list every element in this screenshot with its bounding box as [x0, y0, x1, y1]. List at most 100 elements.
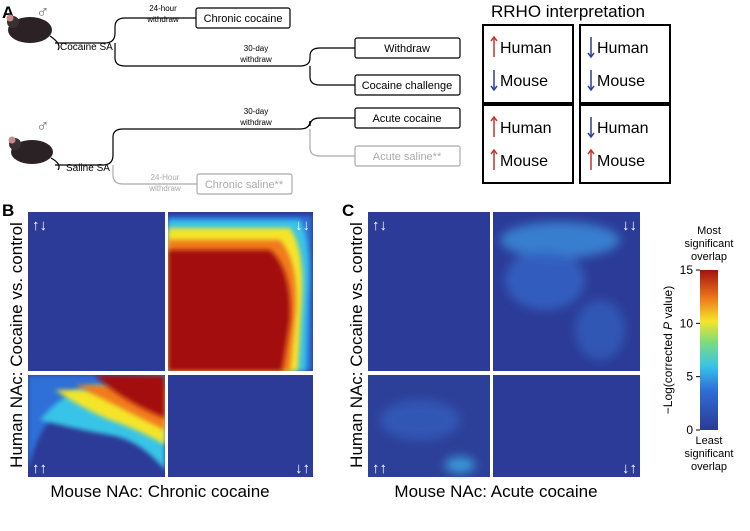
withdraw-label: withdraw	[239, 118, 272, 127]
colorbar-bottom-label: significant	[685, 448, 734, 460]
quadrant-label: Human	[500, 120, 552, 137]
shape	[575, 300, 625, 360]
title-part: −Log(corrected	[661, 330, 675, 414]
arrow-head	[490, 115, 498, 122]
x-axis-label: Mouse NAc: Acute cocaine	[394, 482, 597, 501]
heatmap-overlap	[500, 222, 625, 360]
branch-line	[55, 17, 355, 86]
panel-label: C	[342, 201, 354, 220]
corner-label: ↑↑	[372, 460, 387, 477]
group-label: Cocaine SA	[60, 42, 113, 53]
colorbar-title: −Log(corrected P value)	[661, 286, 675, 414]
arrow-head	[587, 148, 595, 155]
condition-box	[196, 173, 293, 195]
condition-label: Chronic saline**	[205, 179, 284, 191]
sex-symbol: ♂	[36, 2, 50, 22]
colorbar-tick-label: 15	[680, 263, 694, 277]
arrow-head	[490, 35, 498, 42]
mouse-icon	[6, 14, 60, 51]
heatmap-quadrant	[168, 375, 313, 477]
corner-label: ↑↓	[372, 217, 387, 234]
corner-labels: ↑↓ ↓↓ ↑↑ ↓↑	[32, 217, 310, 477]
heatmap-overlap	[380, 400, 475, 473]
shape	[28, 375, 165, 470]
withdraw-label: withdraw	[146, 15, 179, 24]
shape	[445, 457, 475, 473]
shape	[168, 250, 291, 371]
arrow-head	[490, 148, 498, 155]
quadrant-box	[579, 24, 671, 104]
quadrant-box	[579, 104, 671, 184]
y-axis-label: Human NAc: Cocaine vs. control	[347, 222, 366, 468]
colorbar-tick-label: 0	[686, 423, 693, 437]
quadrant-label: Mouse	[597, 153, 645, 170]
condition-box	[195, 7, 291, 29]
condition-label: Acute cocaine	[372, 113, 441, 125]
colorbar-top-label: overlap	[691, 251, 727, 263]
corner-labels: ↑↓ ↓↓ ↑↑ ↓↑	[372, 217, 637, 477]
group-label: Saline SA	[66, 163, 110, 174]
condition-label: Withdraw	[384, 43, 430, 55]
heatmap-quadrant	[493, 375, 640, 477]
shape	[500, 222, 620, 258]
withdraw-label: withdraw	[239, 55, 272, 64]
arrow-head	[587, 85, 595, 92]
quadrant-label: Mouse	[500, 153, 548, 170]
corner-label: ↓↑	[295, 460, 310, 477]
arrow-head	[490, 85, 498, 92]
quadrant-box	[482, 24, 574, 104]
sex-symbol: ♂	[36, 116, 50, 136]
condition-box	[354, 145, 461, 167]
quadrant-label: Mouse	[500, 73, 548, 90]
colorbar-top-label: significant	[685, 238, 734, 250]
quadrant-label: Human	[597, 40, 649, 57]
arrow-head	[587, 132, 595, 139]
withdraw-label: 24-hour	[149, 4, 177, 13]
mouse-icon	[8, 136, 60, 171]
heatmap-overlap	[28, 375, 165, 470]
branch-line	[112, 129, 355, 185]
corner-label: ↓↓	[622, 217, 637, 234]
heatmap-overlap	[168, 216, 312, 371]
shape	[8, 136, 16, 144]
panel-label: B	[2, 201, 14, 220]
x-axis-label: Mouse NAc: Chronic cocaine	[50, 482, 269, 501]
colorbar-tick-label: 10	[680, 316, 694, 330]
colorbar-bottom-label: overlap	[691, 461, 727, 473]
condition-label: Chronic cocaine	[204, 13, 283, 25]
shape	[50, 157, 60, 171]
quadrant-label: Human	[500, 40, 552, 57]
corner-label: ↑↑	[32, 460, 47, 477]
withdraw-label: withdraw	[148, 184, 181, 193]
arrow-head	[587, 52, 595, 59]
corner-label: ↑↓	[32, 217, 47, 234]
y-axis-label: Human NAc: Cocaine vs. control	[7, 222, 26, 468]
colorbar-axis: 051015MostsignificantoverlapLeastsignifi…	[661, 225, 733, 473]
shape	[505, 250, 585, 310]
colorbar	[700, 270, 718, 430]
title-part: value)	[661, 286, 675, 322]
shape	[6, 14, 14, 22]
heatmap-quadrant	[28, 212, 165, 371]
condition-box	[354, 37, 461, 59]
shape	[11, 140, 53, 164]
quadrant-label: Human	[597, 120, 649, 137]
shape	[380, 400, 460, 440]
title-part: P	[661, 322, 675, 330]
withdraw-label: 30-day	[244, 107, 268, 116]
heatmap-quadrant	[368, 212, 490, 371]
quadrant-box	[482, 104, 574, 184]
rrho-title: RRHO interpretation	[491, 2, 645, 21]
condition-box	[354, 107, 461, 129]
rrho-quadrants: Human Mouse Human Mouse Human Mouse Human Mouse	[482, 24, 671, 184]
branch-line	[55, 117, 355, 166]
withdraw-label: 30-day	[244, 44, 268, 53]
corner-label: ↓↓	[295, 217, 310, 234]
withdraw-label: 24-Hour	[151, 173, 180, 182]
colorbar-bottom-label: Least	[696, 435, 723, 447]
shape	[8, 17, 52, 43]
condition-label: Cocaine challenge	[362, 80, 453, 92]
colorbar-tick-label: 5	[686, 370, 693, 384]
corner-label: ↓↑	[622, 460, 637, 477]
